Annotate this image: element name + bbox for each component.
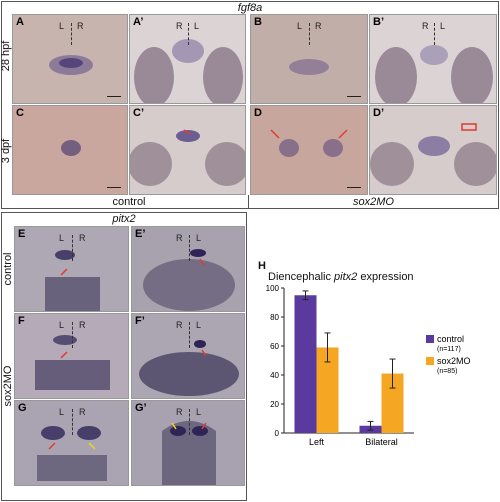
panel-G-prime: G’ R L [131, 400, 245, 486]
bar-chart: 0 20 40 60 80 100 Left Bilateral control (n=117) s… [266, 284, 471, 447]
panel-A-prime-right-mark: R [176, 21, 183, 31]
pitx2-section-frame [1, 212, 247, 501]
y-tick-label: 40 [270, 371, 279, 380]
y-tick-label: 60 [270, 342, 279, 351]
panel-E-midline [72, 235, 73, 261]
legend-count-sox2MO: (n=85) [437, 368, 457, 375]
panel-F-prime-left-mark: L [196, 320, 202, 330]
y-tick-label: 80 [270, 313, 279, 322]
category-label: Left [309, 437, 325, 447]
panel-F-left-mark: L [59, 320, 65, 330]
legend-swatch-control [426, 335, 434, 343]
panel-B-prime-left-mark: L [440, 21, 446, 31]
pitx2-gene-label: pitx2 [112, 213, 136, 225]
panel-G-right-mark: R [79, 407, 86, 417]
panel-C: C [12, 105, 128, 195]
y-tick-label: 100 [266, 284, 280, 293]
panel-F-letter: F [18, 315, 25, 327]
panel-F: F L R [14, 313, 129, 399]
panel-B-left-mark: L [297, 21, 303, 31]
panel-E-prime-letter: E’ [135, 228, 146, 240]
panel-E-prime-left-mark: L [196, 233, 202, 243]
legend-count-control: (n=117) [437, 346, 461, 353]
panel-B-prime-letter: B’ [373, 16, 384, 28]
panel-G-prime-midline [189, 409, 190, 435]
panel-A-prime-left-mark: L [194, 21, 200, 31]
panel-G-left-mark: L [59, 407, 65, 417]
row-label-3dpf: 3 dpf [0, 138, 12, 164]
column-divider [248, 195, 249, 209]
panel-A-midline [71, 23, 72, 45]
panel-F-right-mark: R [79, 320, 86, 330]
panel-F-prime-midline [189, 322, 190, 348]
panel-D-letter: D [254, 107, 262, 119]
panel-B-prime-right-mark: R [422, 21, 429, 31]
panel-A: A L R [12, 14, 128, 104]
panel-D-scale-bar [347, 187, 361, 188]
panel-H-letter: H [258, 260, 266, 272]
row-label-28hpf: 28 hpf [0, 40, 12, 72]
panel-B: B L R [250, 14, 368, 104]
panel-E-prime-midline [189, 235, 190, 261]
panel-D: D [250, 105, 368, 195]
panel-C-letter: C [16, 107, 24, 119]
y-tick-label: 20 [270, 400, 279, 409]
panel-F-prime: F’ R L [131, 313, 245, 399]
y-tick-label: 0 [275, 429, 280, 438]
panel-F-midline [72, 322, 73, 348]
panel-B-midline [309, 23, 310, 45]
panel-A-right-mark: R [77, 21, 84, 31]
panel-D-prime: D’ [369, 105, 497, 195]
panel-E-prime: E’ R L [131, 226, 245, 312]
legend-swatch-sox2MO [426, 357, 434, 365]
fgf8a-gene-label: fgf8a [237, 2, 263, 14]
panel-E-right-mark: R [79, 233, 86, 243]
panel-A-prime-letter: A’ [133, 16, 144, 28]
legend-label-control: control [437, 334, 464, 344]
panel-C-scale-bar [107, 187, 121, 188]
panel-G-midline [72, 409, 73, 435]
bar-sox2MO-Left [316, 347, 339, 433]
column-label-sox2mo: sox2MO [353, 196, 394, 208]
chart-title: Diencephalic pitx2 expression [268, 271, 414, 283]
row-label-sox2mo: sox2MO [2, 365, 14, 407]
column-label-control: control [112, 196, 146, 208]
panel-G-prime-left-mark: L [196, 407, 202, 417]
bar-sox2MO-Bilateral [381, 373, 404, 433]
panel-B-right-mark: R [315, 21, 322, 31]
panel-B-prime: B’ R L [369, 14, 497, 104]
panel-A-letter: A [16, 16, 24, 28]
category-label: Bilateral [365, 437, 398, 447]
panel-E-prime-right-mark: R [176, 233, 183, 243]
panel-G-prime-letter: G’ [135, 402, 147, 414]
bar-control-Left [294, 295, 317, 433]
panel-A-prime-midline [188, 23, 189, 45]
panel-C-prime: C’ [129, 105, 246, 195]
panel-E: E L R [14, 226, 129, 312]
panel-D-prime-letter: D’ [373, 107, 384, 119]
panel-B-scale-bar [347, 96, 361, 97]
panel-B-letter: B [254, 16, 262, 28]
panel-B-prime-midline [434, 23, 435, 45]
chart-title-gene: pitx2 [334, 271, 358, 283]
panel-C-prime-letter: C’ [133, 107, 144, 119]
panel-A-scale-bar [107, 96, 121, 97]
legend-label-sox2MO: sox2MO [437, 356, 471, 366]
panel-F-prime-letter: F’ [135, 315, 145, 327]
row-label-control: control [2, 252, 14, 286]
panel-A-prime: A’ R L [129, 14, 246, 104]
panel-F-prime-right-mark: R [176, 320, 183, 330]
fgf8a-section-frame [1, 1, 499, 209]
panel-E-letter: E [18, 228, 26, 240]
panel-G-prime-right-mark: R [176, 407, 183, 417]
panel-A-left-mark: L [59, 21, 65, 31]
panel-G-letter: G [18, 402, 27, 414]
panel-G: G L R [14, 400, 129, 486]
panel-E-left-mark: L [59, 233, 65, 243]
